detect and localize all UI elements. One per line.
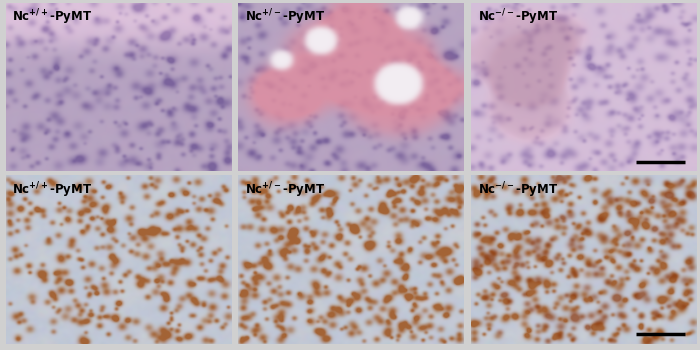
Text: $\mathregular{Nc^{+/+}}$-PyMT: $\mathregular{Nc^{+/+}}$-PyMT <box>13 8 92 27</box>
Text: $\mathregular{Nc^{-/-}}$-PyMT: $\mathregular{Nc^{-/-}}$-PyMT <box>477 180 558 200</box>
Text: $\mathregular{Nc^{+/+}}$-PyMT: $\mathregular{Nc^{+/+}}$-PyMT <box>13 180 92 200</box>
Text: $\mathregular{Nc^{-/-}}$-PyMT: $\mathregular{Nc^{-/-}}$-PyMT <box>477 8 558 27</box>
Text: $\mathregular{Nc^{+/-}}$-PyMT: $\mathregular{Nc^{+/-}}$-PyMT <box>245 8 325 27</box>
Text: $\mathregular{Nc^{+/-}}$-PyMT: $\mathregular{Nc^{+/-}}$-PyMT <box>245 180 325 200</box>
